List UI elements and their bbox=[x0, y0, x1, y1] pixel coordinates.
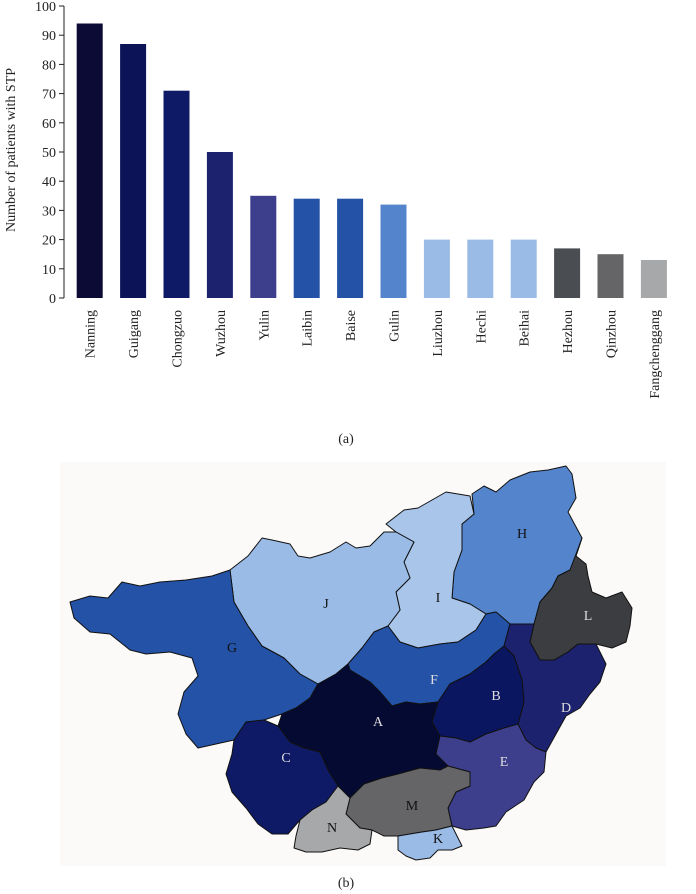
y-tick-label: 90 bbox=[42, 29, 56, 44]
region-label-k: K bbox=[433, 832, 443, 847]
bar-chart: 0 10 20 30 40 50 60 70 80 90 100 Nanning Guigang Cho… bbox=[4, 0, 667, 399]
x-tick-label-yulin: Yulin bbox=[257, 310, 272, 340]
caption-a: (a) bbox=[338, 432, 354, 447]
y-tick-label: 60 bbox=[42, 117, 56, 132]
region-map: A B C D E F G H I J K L M N bbox=[60, 462, 666, 866]
bar-hechi bbox=[467, 239, 494, 298]
x-tick-label-qinzhou: Qinzhou bbox=[605, 310, 620, 358]
x-axis: Nanning Guigang Chongzuo Wuzhou Yulin Laibin B… bbox=[84, 310, 663, 399]
x-tick-label-liuzhou: Liuzhou bbox=[431, 310, 446, 357]
bar-beihai bbox=[510, 239, 537, 298]
y-tick-label: 20 bbox=[42, 234, 56, 249]
bar-laibin bbox=[293, 198, 320, 298]
x-tick-label-hechi: Hechi bbox=[474, 310, 489, 344]
region-e bbox=[435, 723, 547, 831]
region-m bbox=[345, 765, 471, 837]
map-regions bbox=[69, 465, 633, 861]
bar-gulin bbox=[380, 204, 407, 298]
y-tick-label: 40 bbox=[42, 175, 56, 190]
bar-baise bbox=[337, 198, 364, 298]
region-label-h: H bbox=[517, 527, 527, 542]
bar-wuzhou bbox=[206, 152, 233, 298]
caption-b: (b) bbox=[337, 876, 355, 891]
region-n bbox=[293, 785, 373, 853]
y-tick-label: 50 bbox=[42, 146, 56, 161]
x-tick-label-beihai: Beihai bbox=[518, 310, 533, 347]
bar-hezhou bbox=[554, 248, 581, 298]
bar-yulin bbox=[250, 195, 277, 298]
region-label-a: A bbox=[373, 715, 384, 730]
bars-group bbox=[76, 23, 667, 298]
y-axis-label: Number of patients with STP bbox=[4, 68, 19, 232]
region-label-b: B bbox=[491, 689, 500, 704]
x-tick-label-nanning: Nanning bbox=[84, 310, 99, 358]
y-tick-label: 0 bbox=[49, 292, 56, 307]
x-tick-label-guigang: Guigang bbox=[127, 310, 142, 358]
y-axis: 0 10 20 30 40 50 60 70 80 90 100 bbox=[35, 0, 65, 307]
bar-nanning bbox=[76, 23, 103, 298]
x-tick-label-hezhou: Hezhou bbox=[561, 310, 576, 354]
bar-chongzuo bbox=[163, 90, 190, 298]
y-tick-label: 100 bbox=[35, 0, 56, 15]
y-tick-label: 80 bbox=[42, 58, 56, 73]
y-tick-label: 30 bbox=[42, 204, 56, 219]
region-label-j: J bbox=[323, 597, 329, 612]
region-label-i: I bbox=[436, 591, 441, 606]
x-tick-label-baise: Baise bbox=[344, 310, 359, 341]
y-tick-label: 70 bbox=[42, 88, 56, 103]
bar-guigang bbox=[120, 44, 147, 298]
region-label-l: L bbox=[584, 609, 593, 624]
bar-liuzhou bbox=[423, 239, 450, 298]
region-label-g: G bbox=[227, 641, 237, 656]
x-tick-label-fangchenggang: Fangchenggang bbox=[648, 310, 663, 399]
region-label-e: E bbox=[500, 755, 509, 770]
region-label-f: F bbox=[430, 673, 438, 688]
bar-fangchenggang bbox=[640, 260, 667, 298]
map-labels: A B C D E F G H I J K L M N bbox=[227, 527, 592, 847]
region-label-n: N bbox=[327, 821, 337, 836]
region-k bbox=[397, 825, 463, 861]
x-tick-label-laibin: Laibin bbox=[301, 310, 316, 347]
bar-qinzhou bbox=[597, 254, 624, 298]
region-label-c: C bbox=[281, 751, 290, 766]
y-tick-label: 10 bbox=[42, 263, 56, 278]
x-tick-label-wuzhou: Wuzhou bbox=[214, 310, 229, 357]
x-tick-label-gulin: Gulin bbox=[388, 310, 403, 342]
region-label-m: M bbox=[406, 799, 419, 814]
x-tick-label-chongzuo: Chongzuo bbox=[171, 310, 186, 368]
region-label-d: D bbox=[561, 701, 571, 716]
